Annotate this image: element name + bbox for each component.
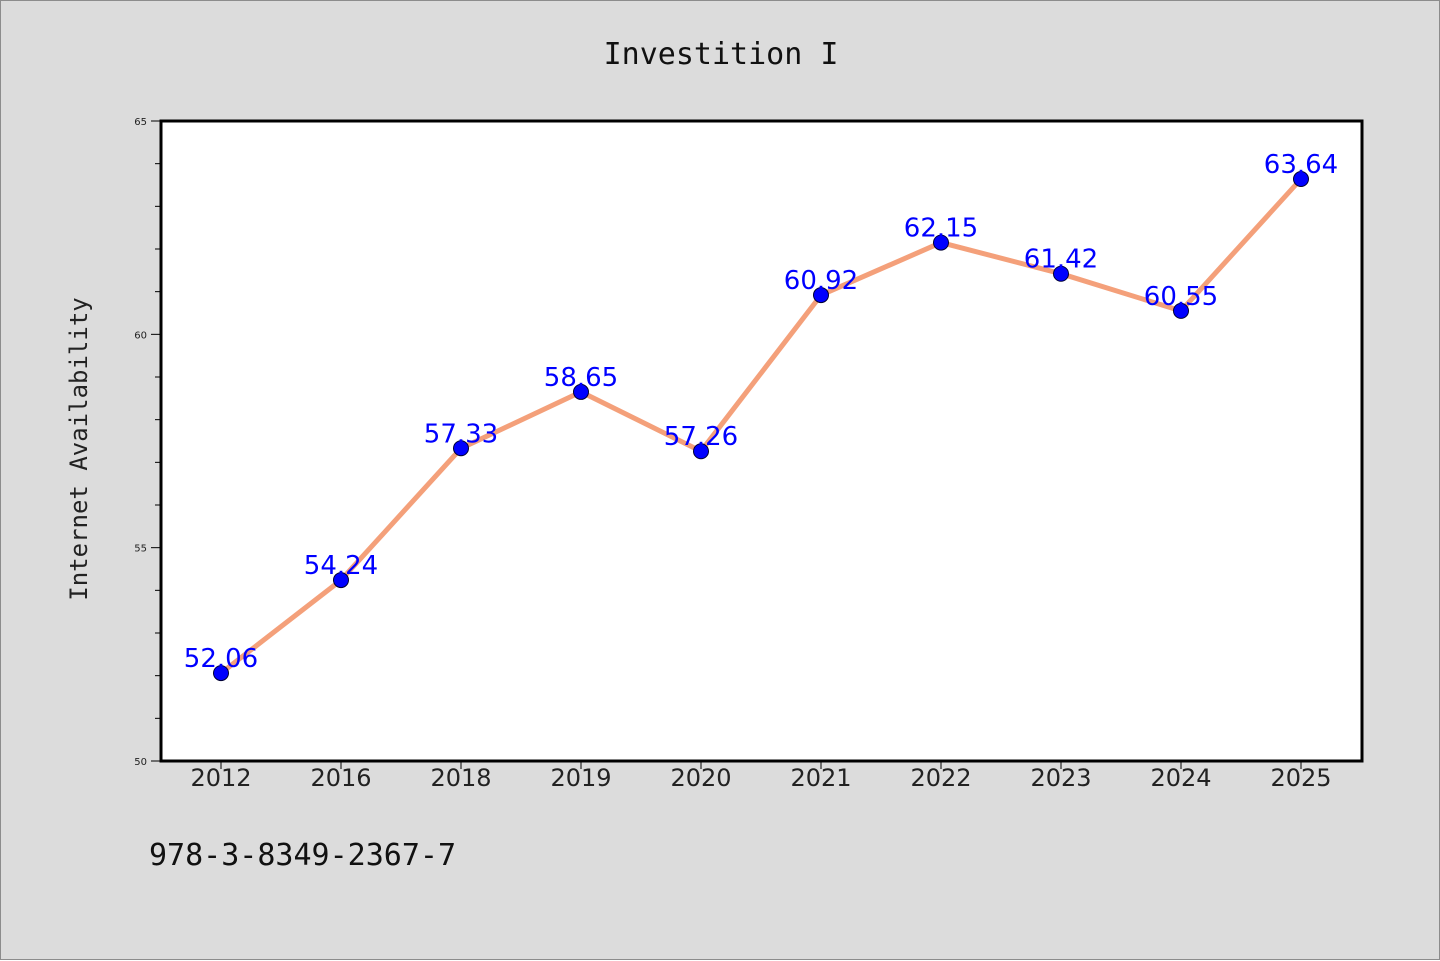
x-tick-label: 2021 [790, 764, 851, 792]
x-tick-label: 2023 [1030, 764, 1091, 792]
x-axis: 2012 2016 2018 2019 2020 2021 2022 2023 2024 2025 [190, 761, 1332, 792]
y-tick-label: 50 [134, 757, 147, 768]
plot-area [161, 121, 1362, 761]
data-label: 60.92 [784, 266, 858, 296]
y-tick-label: 65 [134, 117, 147, 128]
y-tick-label: 60 [134, 330, 147, 341]
footer-isbn: 978-3-8349-2367-7 [149, 838, 456, 873]
x-tick-label: 2025 [1270, 764, 1331, 792]
x-tick-label: 2020 [670, 764, 731, 792]
plot-border [159, 119, 1364, 763]
data-point [813, 287, 829, 304]
y-axis-label: Internet Availability [65, 297, 93, 600]
x-tick-label: 2012 [190, 764, 251, 792]
x-tick-label: 2019 [550, 764, 611, 792]
data-label: 58.65 [544, 363, 618, 393]
data-label: 57.33 [424, 419, 498, 449]
data-point [573, 383, 589, 400]
data-label: 52.06 [184, 644, 258, 674]
data-label: 61.42 [1024, 245, 1098, 275]
data-point [1293, 171, 1309, 188]
data-point [1173, 302, 1189, 319]
data-point [213, 665, 229, 682]
x-tick-label: 2024 [1150, 764, 1211, 792]
series-layer [213, 171, 1309, 682]
x-tick-label: 2018 [430, 764, 491, 792]
data-point [1053, 265, 1069, 282]
data-point [453, 440, 469, 457]
data-label: 62.15 [904, 214, 978, 244]
y-tick-label: 55 [134, 544, 147, 555]
data-labels: 52.06 54.24 57.33 58.65 57.26 60.92 62.15 61.42… [184, 150, 1338, 674]
data-point [333, 572, 349, 589]
data-label: 54.24 [304, 551, 378, 581]
x-tick-label: 2022 [910, 764, 971, 792]
x-tick-label: 2016 [310, 764, 371, 792]
chart-title: Investition I [604, 37, 839, 72]
data-point [693, 443, 709, 460]
series-line [218, 176, 1304, 676]
data-label: 60.55 [1144, 282, 1218, 312]
data-label: 63.64 [1264, 150, 1338, 180]
data-label: 57.26 [664, 422, 738, 452]
y-axis: 50 55 60 65 [134, 117, 161, 768]
data-point [933, 234, 949, 251]
